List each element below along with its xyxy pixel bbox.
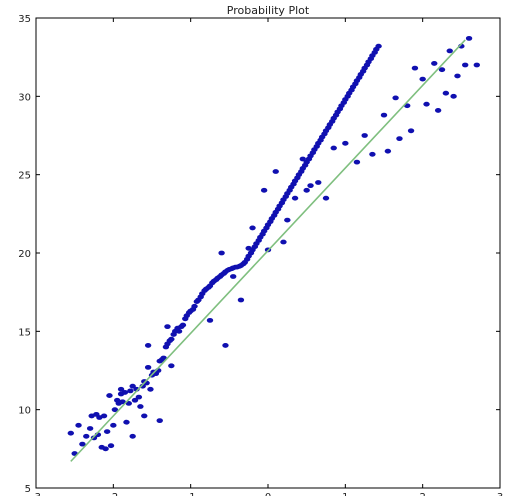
y-tick-labels: 5 10 15 20 25 30 35 [18,14,31,495]
data-point [168,336,175,342]
data-point [303,187,310,193]
y-tick-label: 30 [18,92,31,103]
data-point [438,67,446,73]
data-point [473,62,480,68]
data-point [127,388,134,394]
data-point [462,62,469,68]
data-point [407,128,415,134]
data-point [419,76,426,82]
data-point [237,297,245,303]
data-point [83,433,90,439]
data-point [353,159,361,165]
data-point [450,93,457,99]
data-point [111,407,119,413]
data-point [123,419,130,425]
data-point [322,195,330,201]
data-point [100,413,108,419]
data-point [249,225,256,231]
x-tick-label: -1 [186,492,196,496]
data-point [361,133,368,138]
data-point [315,180,322,185]
data-point [384,148,392,154]
data-point [67,430,75,436]
data-point [392,95,399,101]
data-point [245,245,252,251]
data-point [446,48,453,54]
data-point [218,250,225,256]
x-tick-label: 2 [419,492,425,496]
data-point [230,274,237,279]
y-tick-label: 15 [18,327,31,338]
data-point [342,140,349,146]
data-point [307,183,314,189]
data-point [107,443,115,449]
data-point [454,73,461,79]
data-point [260,187,268,193]
data-point [411,65,419,71]
data-point [79,441,86,447]
data-point [119,399,126,405]
data-point [330,145,337,151]
data-point [156,418,163,424]
data-point [380,112,388,118]
data-point [75,422,82,428]
data-point [272,169,279,174]
y-tick-label: 10 [18,406,31,417]
data-point [147,386,154,392]
fit-line [70,39,466,462]
x-tick-label: -3 [31,492,41,496]
data-point [465,35,473,41]
data-point [222,343,229,348]
data-point [179,322,187,328]
data-point [431,61,438,66]
data-point [369,151,376,157]
scatter-points [67,35,480,456]
data-point [284,217,291,223]
x-tick-label: 3 [497,492,503,496]
chart-title: Probability Plot [227,4,310,17]
y-tick-label: 35 [18,14,31,25]
data-point [110,422,117,428]
y-tick-label: 5 [25,484,31,495]
data-point [102,446,109,452]
data-point [375,43,382,49]
data-point [131,397,139,403]
data-point [280,239,287,245]
data-point [129,383,136,389]
data-point [291,195,299,201]
data-point [121,390,129,395]
axis-ticks [35,17,501,489]
data-point [141,413,148,419]
data-point [137,404,144,409]
data-point [191,303,198,309]
data-point [144,364,152,370]
data-point [86,426,94,431]
x-tick-labels: -3 -2 -1 0 1 2 3 [31,492,503,496]
data-point [144,343,152,348]
data-point [135,394,143,400]
data-point [103,429,111,434]
data-point [442,90,450,96]
data-point [434,108,442,113]
data-point [423,101,430,107]
y-tick-label: 20 [18,249,31,260]
data-point [206,317,214,323]
data-point [129,433,136,439]
data-point [299,156,306,162]
data-point [117,386,125,392]
data-point [160,355,167,361]
x-tick-label: 0 [265,492,271,496]
data-point [168,363,175,369]
data-point [396,136,403,142]
data-point [106,393,113,398]
x-tick-label: -2 [108,492,118,496]
y-tick-label: 25 [18,171,31,182]
data-point [175,328,183,334]
x-tick-label: 1 [342,492,348,496]
data-point [164,324,171,330]
